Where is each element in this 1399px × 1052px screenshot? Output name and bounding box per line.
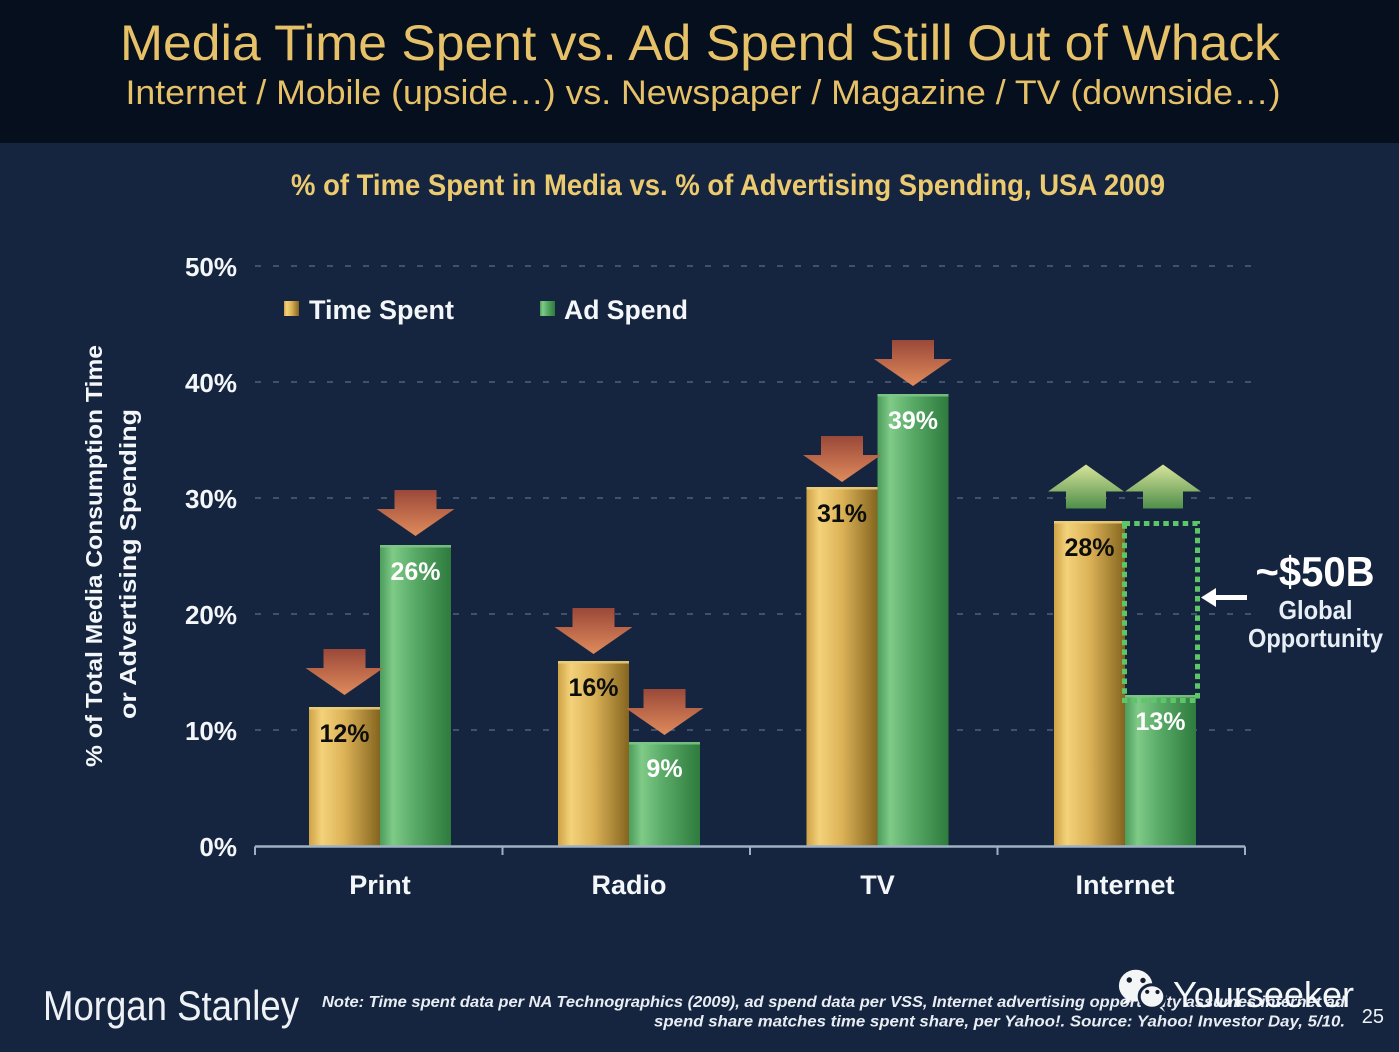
svg-text:20%: 20% <box>185 600 237 630</box>
svg-text:Media Time Spent vs. Ad Spend: Media Time Spent vs. Ad Spend Still Out … <box>120 15 1281 71</box>
svg-text:25: 25 <box>1362 1006 1384 1028</box>
svg-text:26%: 26% <box>390 558 440 586</box>
svg-text:Ad Spend: Ad Spend <box>564 295 688 325</box>
svg-text:Internet / Mobile (upside…) vs: Internet / Mobile (upside…) vs. Newspape… <box>126 74 1281 112</box>
svg-text:Opportunity: Opportunity <box>1248 623 1383 653</box>
svg-text:0%: 0% <box>199 832 237 862</box>
svg-text:or Advertising Spending: or Advertising Spending <box>115 409 141 719</box>
svg-text:TV: TV <box>860 870 895 900</box>
svg-text:spend share matches time spent: spend share matches time spent share, pe… <box>654 1014 1345 1031</box>
svg-text:Radio: Radio <box>591 870 666 900</box>
svg-text:12%: 12% <box>319 720 369 748</box>
svg-text:30%: 30% <box>185 484 237 514</box>
svg-text:13%: 13% <box>1135 708 1185 736</box>
svg-text:31%: 31% <box>817 500 867 528</box>
svg-text:39%: 39% <box>888 407 938 435</box>
svg-text:9%: 9% <box>646 755 682 783</box>
svg-text:50%: 50% <box>185 252 237 282</box>
svg-text:Time Spent: Time Spent <box>309 295 454 325</box>
svg-text:Note: Time spent data per NA T: Note: Time spent data per NA Technograph… <box>322 994 1346 1011</box>
svg-text:Yourseeker: Yourseeker <box>1173 974 1354 1015</box>
svg-text:Global: Global <box>1279 595 1353 625</box>
svg-text:Internet: Internet <box>1075 870 1174 900</box>
svg-text:Print: Print <box>349 870 411 900</box>
svg-text:16%: 16% <box>568 674 618 702</box>
svg-text:Morgan Stanley: Morgan Stanley <box>43 982 299 1029</box>
svg-text:10%: 10% <box>185 716 237 746</box>
svg-text:% of Time Spent in Media vs. %: % of Time Spent in Media vs. % of Advert… <box>291 169 1165 202</box>
svg-text:28%: 28% <box>1064 534 1114 562</box>
svg-text:40%: 40% <box>185 368 237 398</box>
svg-text:~$50B: ~$50B <box>1256 548 1375 595</box>
svg-text:% of Total Media Consumption T: % of Total Media Consumption Time <box>81 345 107 767</box>
